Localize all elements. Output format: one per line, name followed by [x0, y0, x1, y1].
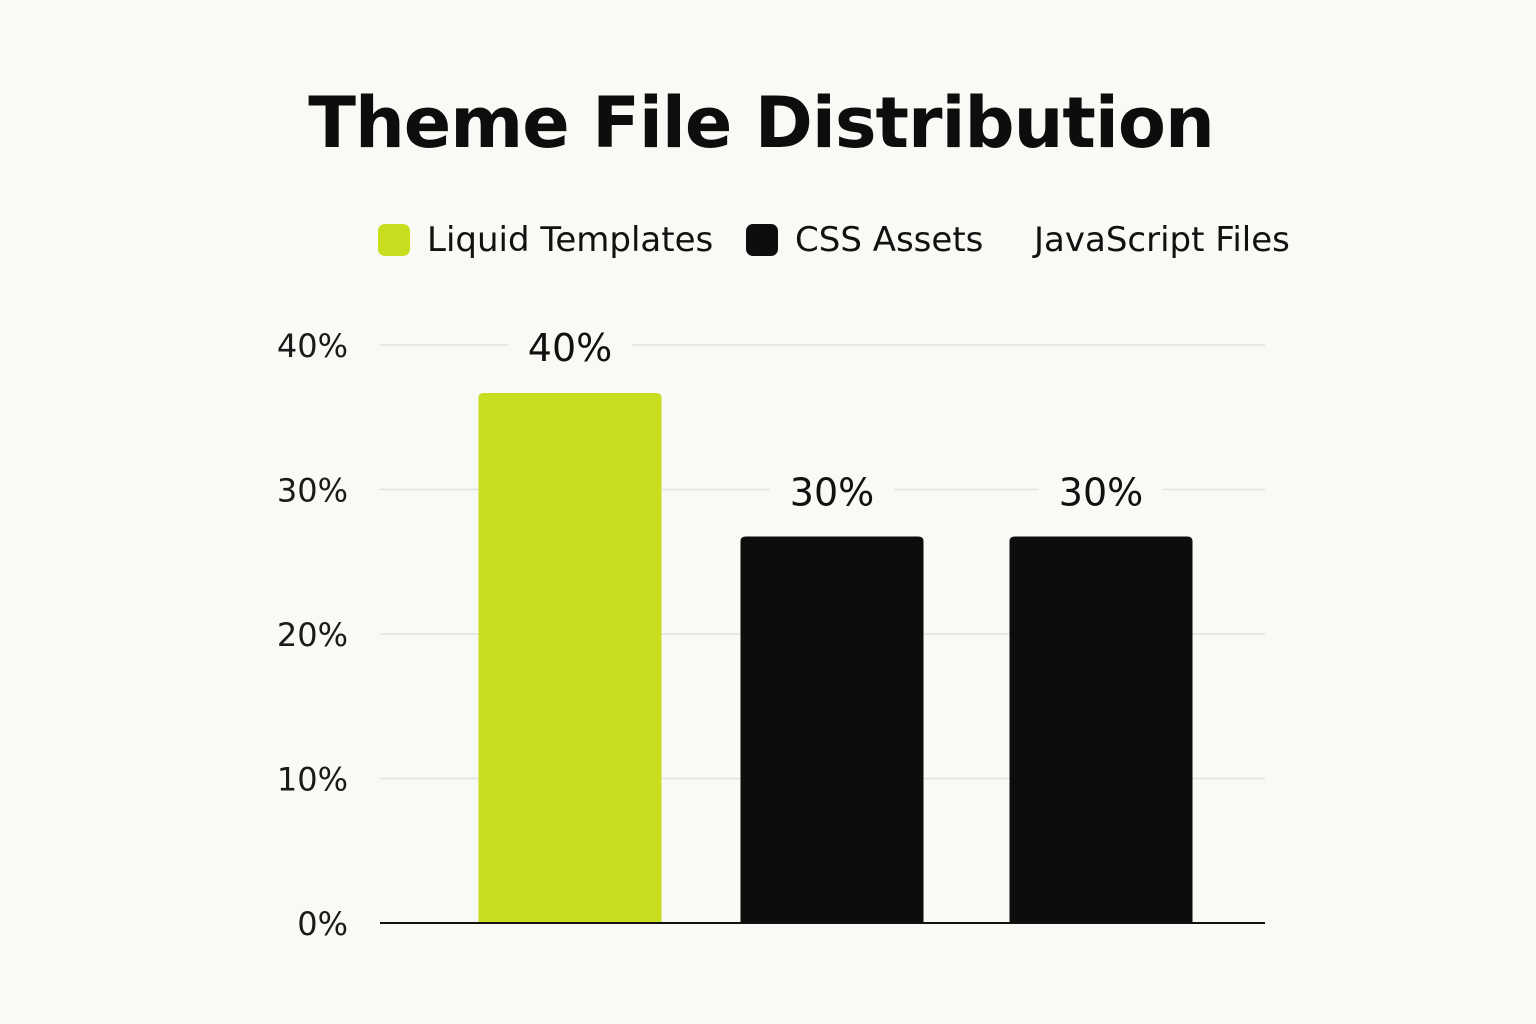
legend-item-css-assets: CSS Assets [746, 220, 984, 260]
bar-css-assets [740, 536, 924, 923]
legend-item-liquid-templates: Liquid Templates [378, 220, 714, 260]
value-label-bg-0 [508, 329, 632, 369]
value-label-bg-1 [770, 473, 894, 514]
y-tick-label-30: 30% [277, 472, 348, 510]
y-tick-label-10: 10% [277, 761, 348, 799]
y-tick-label-40: 40% [277, 327, 348, 365]
value-label-css-assets: 30% [790, 471, 874, 515]
value-label-liquid-templates: 40% [528, 326, 612, 370]
bar-liquid-templates [478, 393, 662, 923]
legend-label-liquid-templates: Liquid Templates [427, 220, 714, 260]
chart-legend: Liquid Templates CSS Assets JavaScript F… [0, 220, 1536, 260]
legend-label-css-assets: CSS Assets [795, 220, 984, 260]
legend-item-javascript-files: JavaScript Files [1034, 220, 1290, 260]
legend-swatch-css-assets [746, 224, 778, 256]
y-tick-label-20: 20% [277, 616, 348, 654]
value-label-javascript-files: 30% [1059, 471, 1143, 515]
bar-javascript-files [1009, 536, 1193, 923]
chart-title: Theme File Distribution [308, 82, 1215, 164]
value-label-bg-2 [1039, 473, 1163, 514]
y-tick-label-0: 0% [297, 905, 348, 943]
legend-label-javascript-files: JavaScript Files [1034, 220, 1290, 260]
legend-swatch-liquid-templates [378, 224, 410, 256]
